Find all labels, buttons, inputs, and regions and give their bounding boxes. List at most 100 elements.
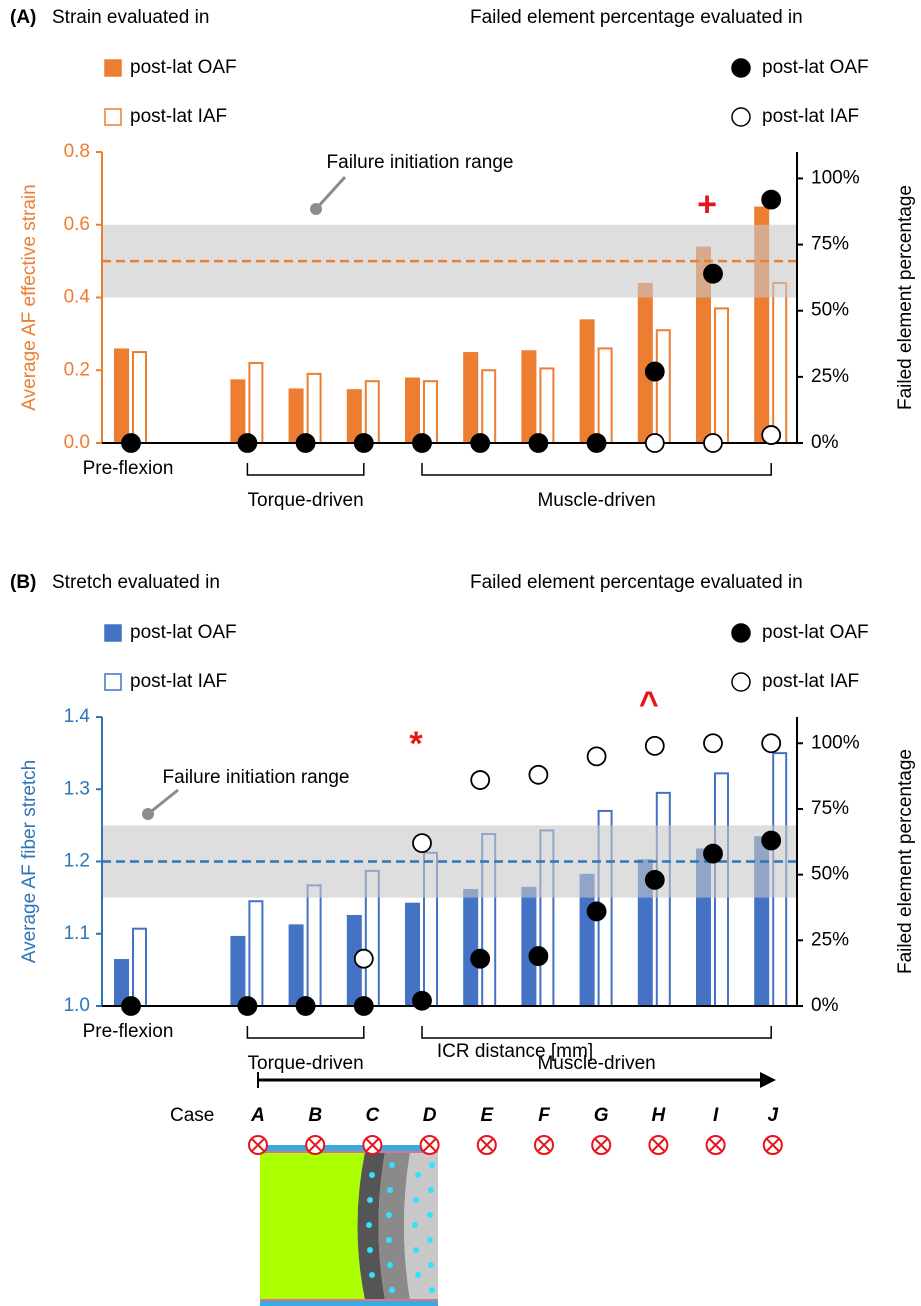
legend-marker bbox=[105, 109, 121, 125]
annotation: * bbox=[409, 725, 423, 763]
dot bbox=[646, 737, 664, 755]
case-label: H bbox=[652, 1105, 667, 1126]
case-label: A bbox=[250, 1105, 265, 1126]
dot bbox=[413, 434, 431, 452]
case-label: G bbox=[594, 1105, 609, 1126]
y2-tick-label: 25% bbox=[811, 929, 849, 950]
bar bbox=[230, 379, 245, 443]
bar bbox=[366, 381, 379, 443]
dot bbox=[471, 771, 489, 789]
bar bbox=[463, 352, 478, 443]
page: (A)Strain evaluated inFailed element per… bbox=[0, 0, 921, 1306]
case-label: D bbox=[423, 1105, 437, 1126]
y-tick-label: 1.4 bbox=[64, 706, 91, 727]
bar bbox=[405, 903, 420, 1006]
dot bbox=[704, 845, 722, 863]
bar bbox=[580, 319, 595, 443]
bar bbox=[540, 368, 553, 443]
dot bbox=[646, 871, 664, 889]
dot bbox=[646, 434, 664, 452]
y-tick-label: 1.0 bbox=[64, 995, 90, 1016]
dot bbox=[122, 434, 140, 452]
band-pointer-dot bbox=[142, 808, 154, 820]
bar bbox=[773, 283, 786, 443]
y-tick-label: 1.3 bbox=[64, 778, 90, 799]
y-axis-title: Average AF fiber stretch bbox=[19, 760, 40, 963]
bar bbox=[521, 350, 536, 443]
group-label: Torque-driven bbox=[248, 490, 364, 511]
legend-label: post-lat OAF bbox=[762, 57, 869, 78]
y-tick-label: 0.8 bbox=[64, 141, 90, 162]
bar bbox=[230, 936, 245, 1006]
dot bbox=[297, 434, 315, 452]
bar bbox=[599, 348, 612, 443]
legend-label: post-lat OAF bbox=[130, 57, 237, 78]
y2-tick-label: 0% bbox=[811, 995, 839, 1016]
dot bbox=[238, 434, 256, 452]
y2-tick-label: 75% bbox=[811, 234, 849, 255]
dot bbox=[762, 426, 780, 444]
group-label: Torque-driven bbox=[248, 1053, 364, 1074]
bar bbox=[521, 887, 536, 1006]
legend-label: post-lat OAF bbox=[762, 622, 869, 643]
endplate-top bbox=[260, 1145, 438, 1151]
case-label: B bbox=[308, 1105, 322, 1126]
group-bracket bbox=[247, 1026, 363, 1038]
group-bracket bbox=[247, 463, 363, 475]
legend-label: post-lat IAF bbox=[762, 106, 859, 127]
dot bbox=[762, 191, 780, 209]
dot bbox=[471, 434, 489, 452]
legend-label: post-lat IAF bbox=[130, 106, 227, 127]
bar bbox=[133, 352, 146, 443]
legend-marker bbox=[105, 674, 121, 690]
y2-tick-label: 0% bbox=[811, 432, 839, 453]
bar bbox=[482, 370, 495, 443]
dot bbox=[297, 997, 315, 1015]
nucleus bbox=[260, 1152, 365, 1300]
dot bbox=[704, 734, 722, 752]
y2-tick-label: 100% bbox=[811, 167, 860, 188]
y-tick-label: 0.4 bbox=[64, 287, 91, 308]
bar bbox=[114, 348, 129, 443]
y2-axis-title: Failed element percentage bbox=[895, 749, 916, 974]
legend-title: Strain evaluated in bbox=[52, 7, 209, 28]
legend-marker bbox=[732, 673, 750, 691]
y2-tick-label: 25% bbox=[811, 366, 849, 387]
dot bbox=[529, 434, 547, 452]
case-label: E bbox=[480, 1105, 494, 1126]
bar bbox=[249, 901, 262, 1006]
bar bbox=[405, 378, 420, 443]
bar bbox=[657, 793, 670, 1006]
dot bbox=[762, 831, 780, 849]
y-axis-title: Average AF effective strain bbox=[19, 184, 40, 410]
bar bbox=[657, 330, 670, 443]
y-tick-label: 0.2 bbox=[64, 359, 90, 380]
bar bbox=[249, 363, 262, 443]
y-tick-label: 1.2 bbox=[64, 851, 90, 872]
outer-annulus bbox=[404, 1152, 438, 1300]
dot bbox=[413, 834, 431, 852]
y-tick-label: 0.0 bbox=[64, 432, 90, 453]
band-pointer-dot bbox=[310, 203, 322, 215]
dot bbox=[704, 434, 722, 452]
case-label: I bbox=[713, 1105, 719, 1126]
dot bbox=[122, 997, 140, 1015]
dot bbox=[355, 950, 373, 968]
y2-tick-label: 50% bbox=[811, 300, 849, 321]
y2-tick-label: 75% bbox=[811, 798, 849, 819]
dot bbox=[238, 997, 256, 1015]
legend-label: post-lat IAF bbox=[762, 671, 859, 692]
figure: (A)Strain evaluated inFailed element per… bbox=[0, 0, 921, 1306]
dot bbox=[413, 992, 431, 1010]
group-bracket bbox=[422, 1026, 771, 1038]
case-label: F bbox=[538, 1105, 551, 1126]
band-label: Failure initiation range bbox=[163, 767, 350, 788]
group-bracket bbox=[422, 463, 771, 475]
bar bbox=[133, 929, 146, 1006]
cartilage-top bbox=[260, 1151, 438, 1153]
dot bbox=[588, 902, 606, 920]
icr-label: ICR distance [mm] bbox=[437, 1041, 593, 1062]
band-pointer bbox=[316, 177, 345, 209]
icr-arrow-head bbox=[760, 1072, 776, 1088]
